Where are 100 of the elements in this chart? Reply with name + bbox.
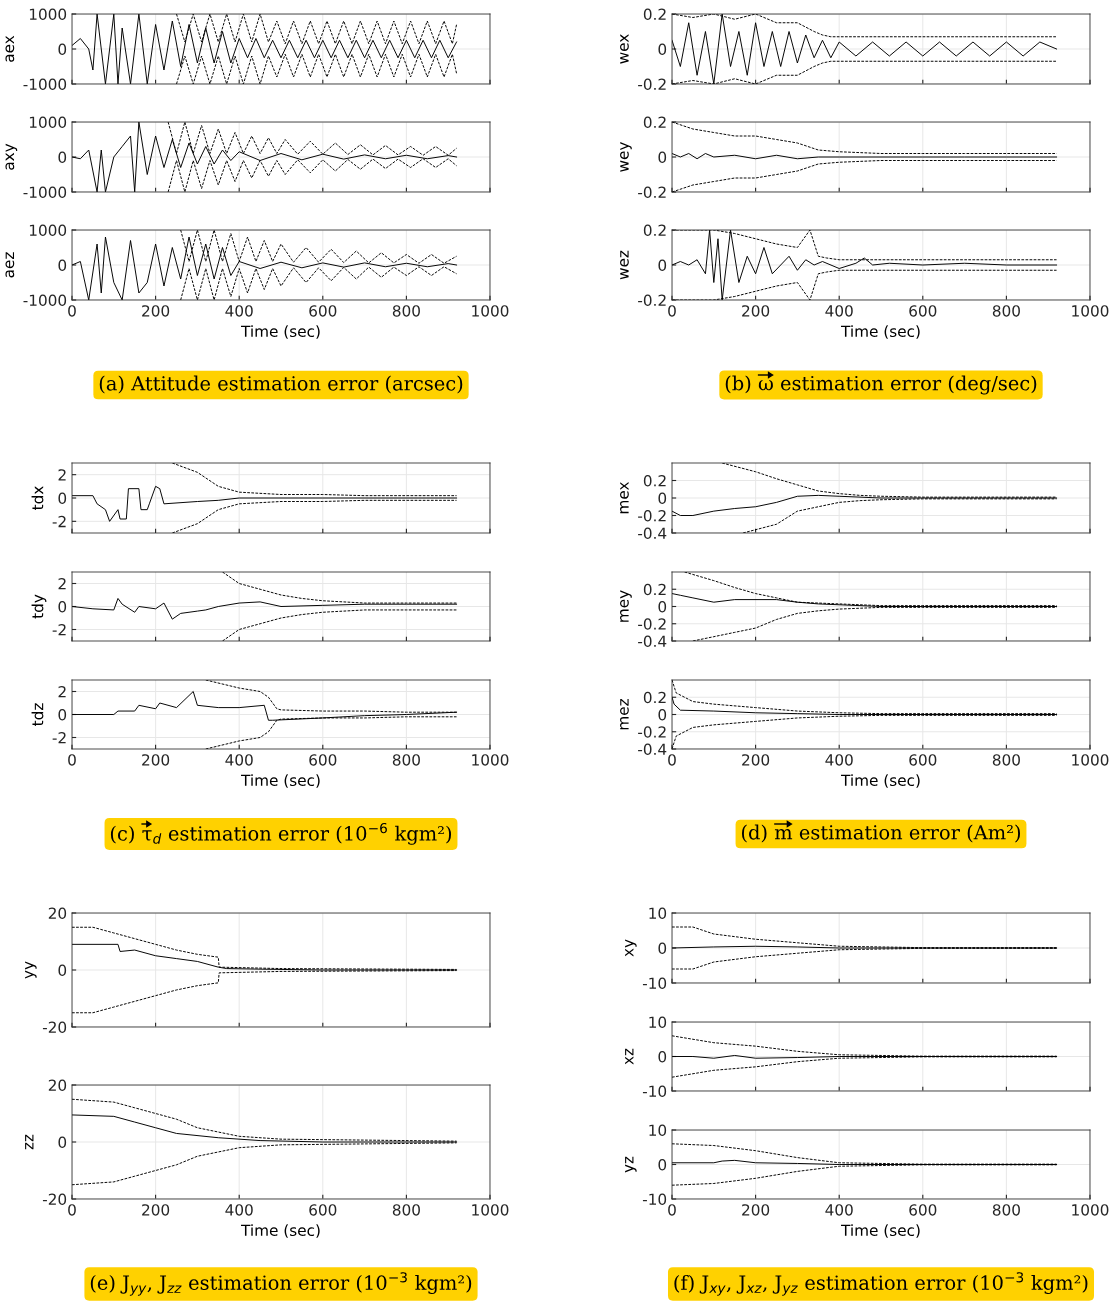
y-tick-label: 0 [58,708,67,721]
y-tick-label: 2 [58,469,66,481]
y-tick-label: 1000 [29,224,67,237]
y-axis-title: aez [5,252,15,278]
x-tick-label: 0 [68,1204,76,1216]
y-axis-title: tdz [31,703,44,726]
x-tick-label: 800 [392,754,420,766]
y-tick-label: -10 [642,1193,667,1206]
y-tick-label: -0.4 [638,635,667,648]
x-tick-label: 600 [309,1204,337,1216]
y-axis-title: wez [620,250,629,280]
x-tick-label: 600 [909,754,937,766]
x-tick-label: 1000 [472,1204,509,1216]
y-axis-title: mey [620,590,632,622]
y-tick-label: 0.2 [643,116,666,129]
text: (f) J$_{xy}$, J$_{xz}$, J$_{yz}$ estimation error (10$^{−3}$ kgm²) [674,1272,1088,1296]
y-tick-label: 0 [58,43,67,56]
x-axis-title: Time (sec) [241,325,320,339]
y-tick-label: 0 [58,151,67,164]
text: (d) m estimation error (Am²) [741,824,1021,843]
x-tick-label: 0 [68,305,76,317]
y-tick-label: 10 [649,907,667,920]
x-tick-label: 400 [225,754,253,766]
y-axis-title: xy [625,939,637,957]
text: (a) Attitude estimation error (arcsec) [99,375,463,394]
y-tick-label: -0.2 [638,509,666,522]
x-tick-label: 600 [309,754,337,766]
y-axis-title: zz [25,1134,34,1150]
y-tick-label: 2 [58,577,66,590]
y-tick-label: -0.2 [638,618,666,630]
y-tick-label: -10 [642,977,667,990]
y-tick-label: 0 [658,708,667,721]
y-tick-label: -0.2 [638,726,666,738]
x-tick-label: 600 [909,1204,937,1216]
text: (e) J$_{yy}$, J$_{zz}$ estimation error (10$^{−3}$ kgm²) [90,1272,472,1296]
x-tick-label: 400 [225,1204,253,1216]
y-axis-title: yy [25,961,37,979]
y-tick-label: 0 [658,1050,667,1063]
y-tick-label: 0 [58,600,67,613]
y-tick-label: 0 [58,1136,67,1149]
y-tick-label: 0.2 [643,8,666,21]
x-tick-label: 0 [668,1204,676,1216]
y-tick-label: 10 [649,1016,667,1029]
y-axis-title: mex [620,481,629,514]
y-tick-label: 1000 [29,116,67,129]
y-tick-label: -0.2 [638,294,666,307]
y-tick-label: -0.4 [638,527,667,540]
y-tick-label: 0.2 [643,583,666,596]
y-axis-title: yz [625,1156,637,1173]
x-axis-title: Time (sec) [241,1224,320,1238]
y-axis-title: wex [620,34,629,64]
y-tick-label: 0 [658,942,667,955]
text: (b) ω estimation error (deg/sec) [725,375,1037,395]
y-tick-label: 0.2 [643,224,666,237]
x-tick-label: 1000 [1072,305,1109,317]
x-tick-label: 800 [392,305,420,317]
x-tick-label: 1000 [472,305,509,317]
y-tick-label: -20 [42,1193,67,1206]
y-tick-label: 0 [658,259,667,272]
y-tick-label: 0 [658,600,667,613]
x-tick-label: 800 [992,305,1020,317]
y-tick-label: -0.2 [638,186,666,199]
y-tick-label: 0 [658,1158,667,1171]
x-tick-label: 200 [742,1204,770,1216]
y-tick-label: -0.4 [638,743,667,756]
x-axis-title: Time (sec) [841,774,920,788]
x-tick-label: 400 [825,305,853,317]
x-tick-label: 200 [142,1204,170,1216]
x-tick-label: 0 [68,754,76,766]
y-tick-label: 0 [658,43,667,56]
y-tick-label: 0 [658,151,667,164]
y-tick-label: 0 [658,492,667,505]
y-tick-label: 0 [58,492,67,505]
y-tick-label: -10 [642,1085,667,1098]
x-tick-label: 400 [225,305,253,317]
y-tick-label: -20 [42,1021,67,1034]
x-tick-label: 600 [909,305,937,317]
x-tick-label: 600 [309,305,337,317]
y-tick-label: 10 [649,1124,667,1137]
y-tick-label: 20 [48,907,67,920]
y-axis-title: axy [5,143,18,170]
x-tick-label: 1000 [1072,754,1109,766]
x-axis-title: Time (sec) [841,1224,920,1238]
y-tick-label: 0 [58,259,67,272]
y-axis-title: aex [5,35,15,62]
x-tick-label: 1000 [1072,1204,1109,1216]
y-tick-label: 0 [58,964,67,977]
y-axis-title: xz [625,1048,634,1065]
y-axis-title: tdx [31,486,44,510]
x-tick-label: 800 [392,1204,420,1216]
x-tick-label: 1000 [472,754,509,766]
y-axis-title: wey [620,141,632,172]
x-tick-label: 400 [825,1204,853,1216]
x-axis-title: Time (sec) [241,774,320,788]
y-axis-title: mez [620,699,629,730]
y-tick-label: 20 [48,1079,67,1092]
x-axis-title: Time (sec) [841,325,920,339]
x-tick-label: 400 [825,754,853,766]
x-tick-label: 800 [992,1204,1020,1216]
y-tick-label: 0.2 [643,474,666,487]
